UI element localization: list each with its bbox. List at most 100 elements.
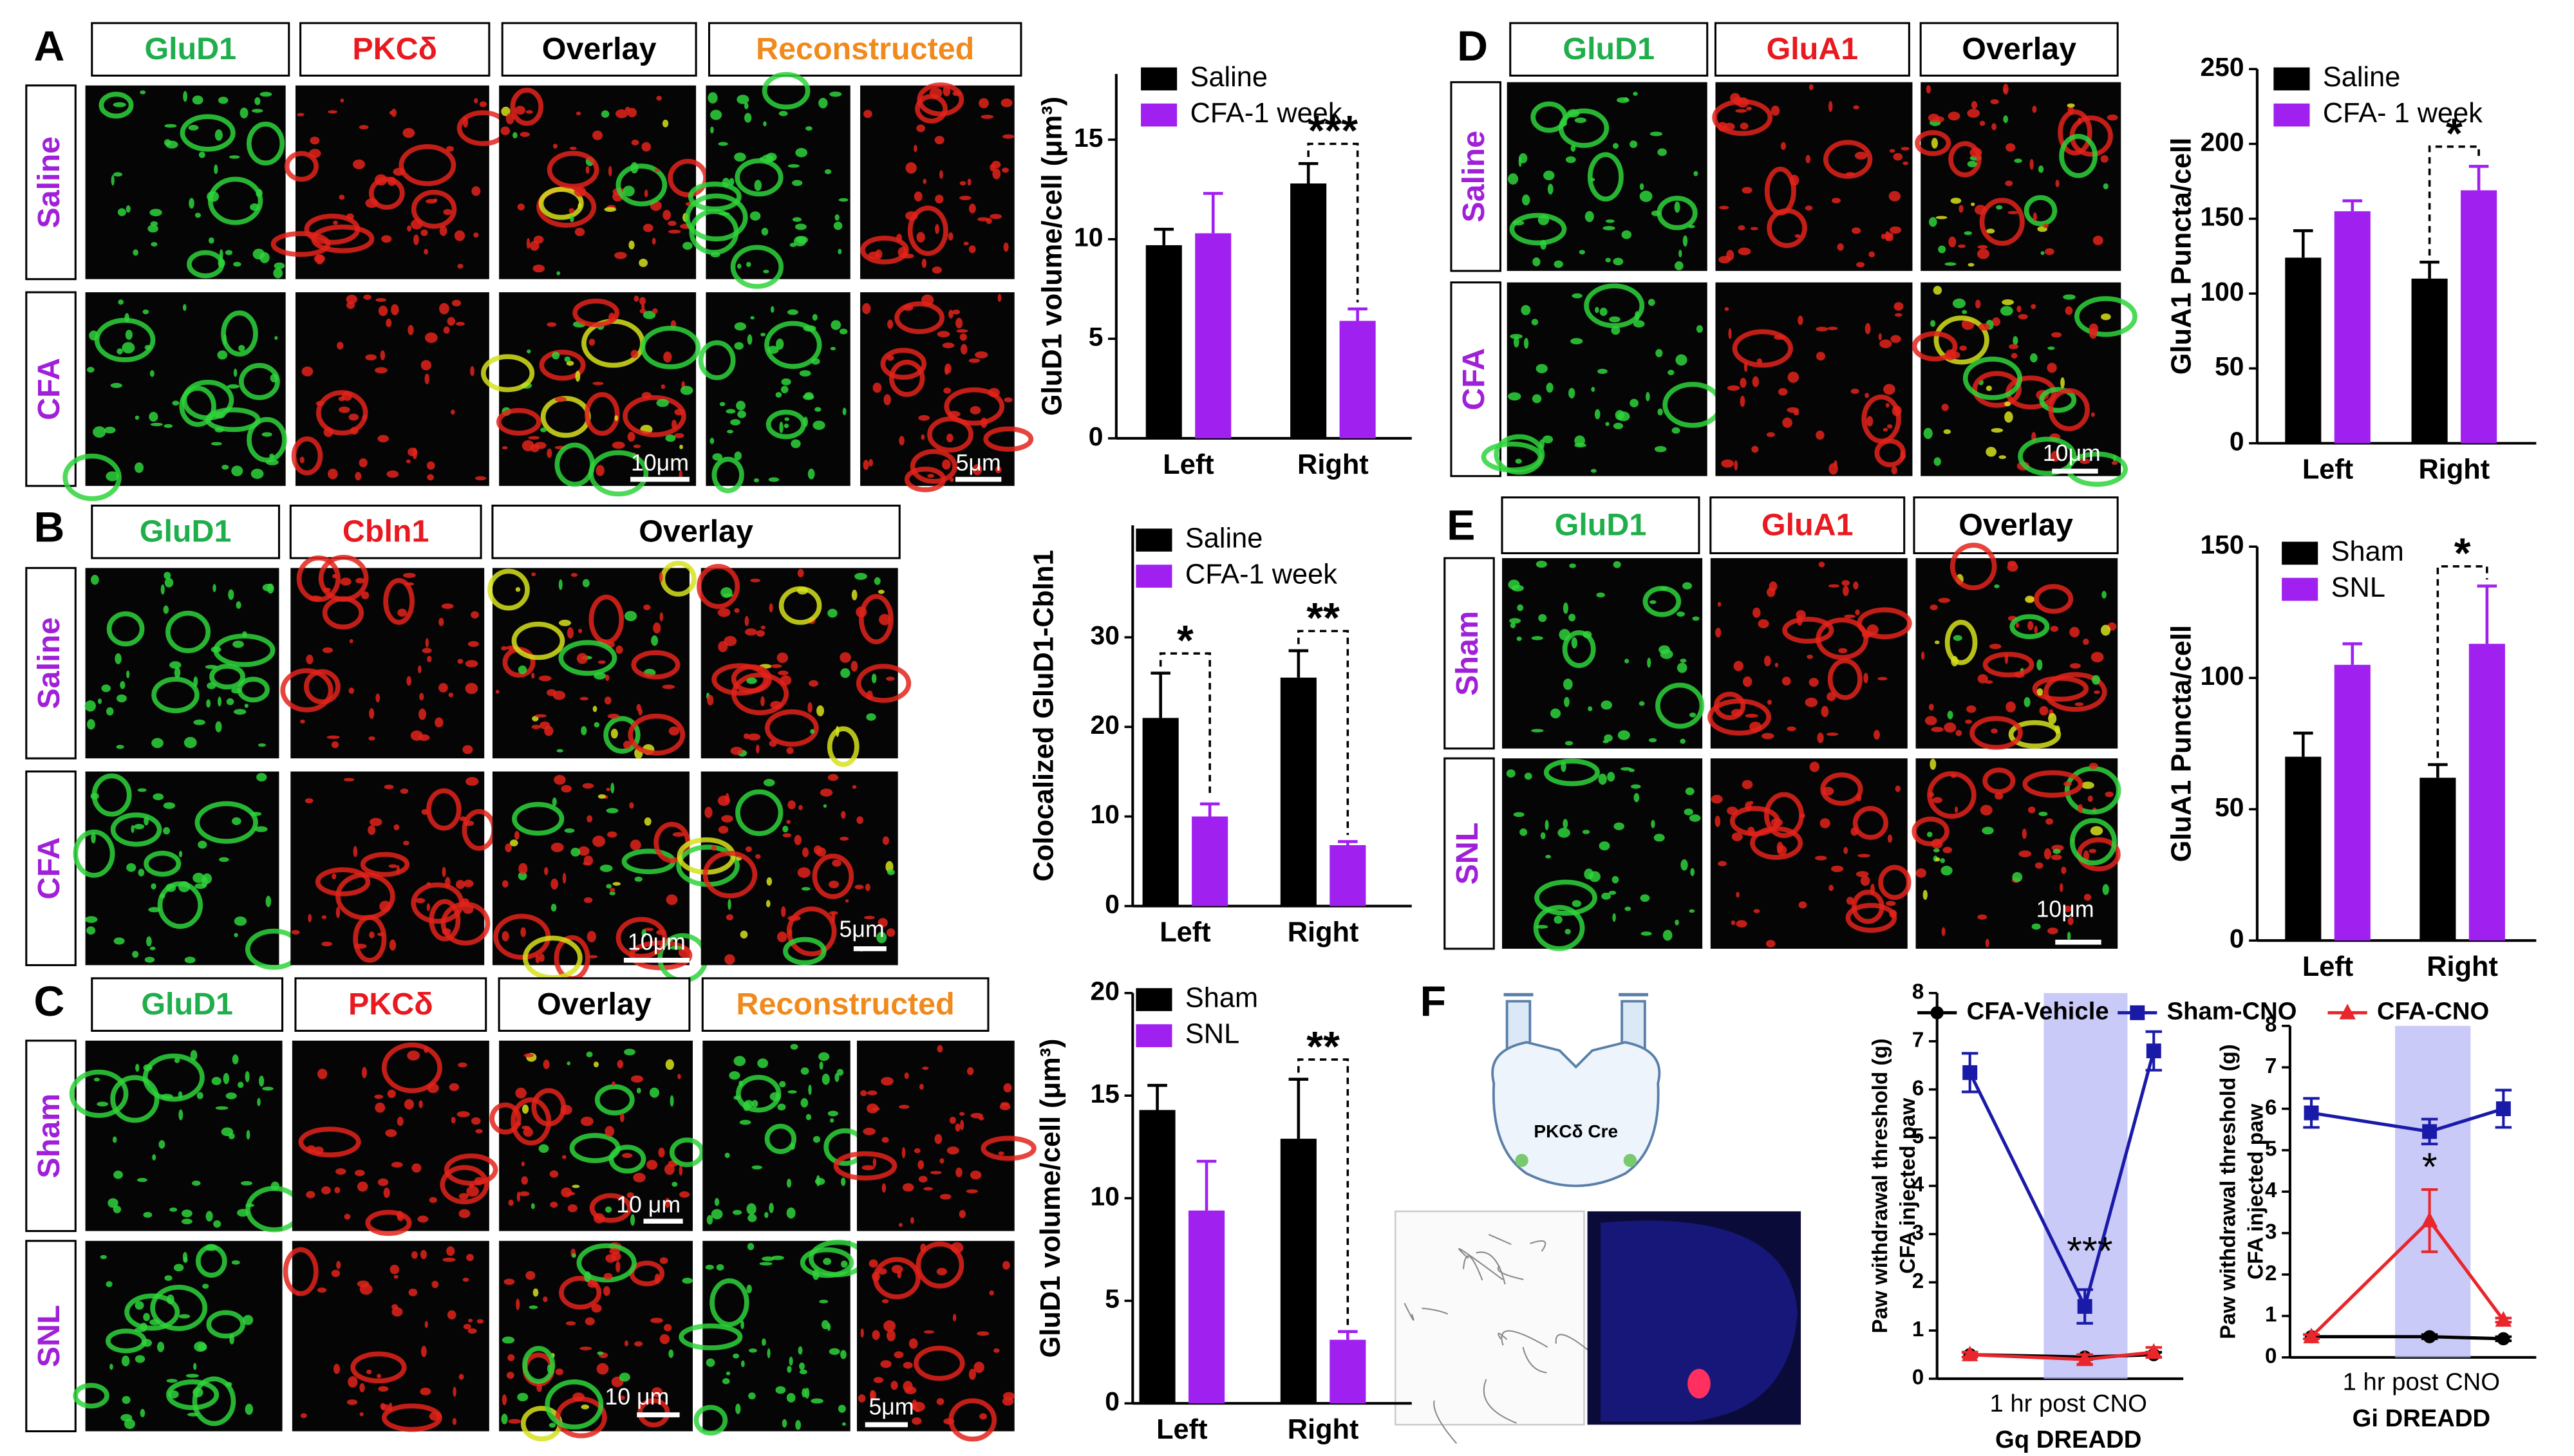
signal	[301, 366, 314, 377]
signal	[1743, 676, 1752, 687]
signal	[420, 229, 428, 236]
signal	[455, 880, 465, 890]
column-header-box	[91, 977, 284, 1032]
y-tick-label: 0	[2230, 426, 2244, 456]
signal	[1530, 101, 1568, 133]
column-header-box	[708, 22, 1022, 77]
signal	[839, 328, 848, 335]
signal	[1777, 845, 1787, 855]
signal	[464, 820, 474, 826]
signal	[2018, 313, 2028, 320]
signal	[748, 1348, 757, 1353]
signal	[2004, 411, 2013, 423]
signal	[2003, 115, 2009, 124]
signal	[305, 798, 314, 804]
signal	[442, 866, 446, 877]
signal	[1944, 722, 1957, 733]
signal	[298, 1126, 361, 1158]
signal	[992, 168, 1001, 180]
legend-label: CFA-Vehicle	[1967, 997, 2109, 1025]
signal	[786, 1393, 796, 1403]
y-tick-label: 4	[2265, 1179, 2277, 1202]
signal	[832, 859, 841, 867]
signal	[903, 1361, 913, 1369]
signal	[143, 1312, 150, 1321]
bar	[1188, 1210, 1225, 1404]
signal	[215, 1106, 229, 1110]
signal	[2102, 884, 2109, 895]
signal	[605, 1126, 615, 1137]
signal	[757, 1058, 769, 1069]
signal	[365, 1209, 412, 1237]
signal	[1680, 859, 1688, 871]
signal	[887, 869, 895, 875]
signal	[121, 1355, 130, 1367]
signal	[1977, 674, 1988, 684]
signal	[652, 238, 656, 245]
signal	[531, 1203, 535, 1209]
y-axis-label: Paw withdrawal threshold (g)	[2216, 1044, 2240, 1339]
signal	[1767, 208, 1807, 248]
signal	[438, 303, 449, 315]
column-header: GluA1	[1767, 32, 1859, 66]
signal	[1948, 141, 1982, 178]
signal	[164, 424, 173, 428]
signal	[624, 1049, 635, 1056]
error-bar	[1203, 192, 1223, 234]
row-label-box	[25, 1240, 77, 1433]
signal	[104, 426, 116, 434]
y-axis-label: GluA1 Puncta/cell	[2166, 625, 2197, 862]
signal	[418, 734, 430, 742]
signal	[1518, 156, 1522, 167]
signal	[798, 1346, 803, 1355]
signal	[166, 1294, 174, 1305]
signal	[1912, 816, 1949, 846]
signal	[631, 139, 639, 145]
signal	[550, 903, 557, 912]
signal	[205, 1244, 218, 1251]
signal	[451, 409, 455, 415]
signal	[365, 354, 377, 360]
signal	[565, 1321, 576, 1326]
signal	[556, 271, 561, 275]
column-header-box	[491, 504, 901, 559]
signal	[1568, 613, 1576, 622]
signal	[641, 929, 647, 938]
signal	[946, 433, 954, 443]
signal	[1729, 806, 1780, 837]
signal	[768, 477, 780, 482]
signal	[755, 854, 761, 859]
signal	[726, 1371, 731, 1376]
signal	[1596, 592, 1605, 598]
signal	[508, 1199, 514, 1206]
signal	[229, 1334, 235, 1345]
signal	[1678, 249, 1682, 257]
signal	[1827, 326, 1838, 330]
signal	[1878, 864, 1912, 901]
signal	[386, 470, 399, 478]
signal	[377, 1178, 389, 1186]
signal	[1901, 147, 1910, 151]
signal	[1740, 377, 1747, 388]
x-tick-label: Right	[1288, 917, 1359, 947]
signal	[231, 465, 243, 476]
signal	[887, 319, 894, 329]
signal	[489, 1102, 521, 1135]
error-bar	[1288, 649, 1309, 678]
row-label: CFA	[32, 837, 66, 900]
signal	[527, 349, 531, 353]
signal	[942, 342, 955, 349]
signal	[979, 1413, 988, 1420]
signal	[624, 611, 637, 622]
signal	[158, 1140, 165, 1149]
signal	[1590, 469, 1597, 473]
signal	[651, 635, 659, 646]
signal	[782, 833, 792, 837]
signal	[425, 638, 429, 648]
signal	[509, 839, 518, 846]
signal	[636, 1087, 641, 1094]
panel-letter: D	[1457, 23, 1488, 70]
signal	[1894, 313, 1902, 317]
signal	[461, 898, 469, 906]
y-tick-label: 50	[2215, 351, 2244, 381]
